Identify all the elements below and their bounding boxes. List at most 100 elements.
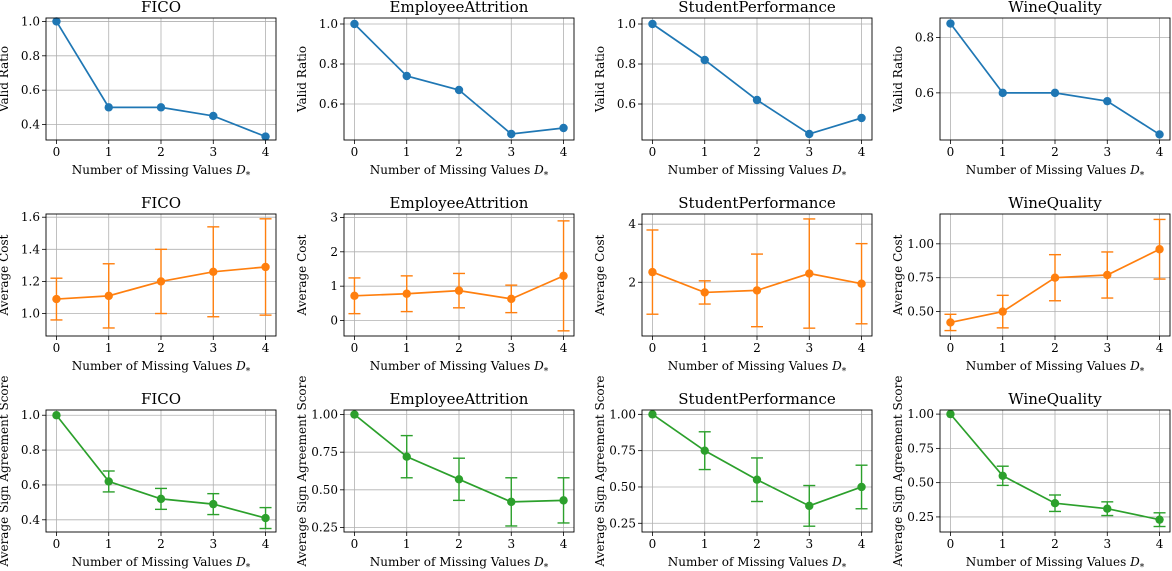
y-tick-label: 0.50 [907, 305, 934, 319]
y-tick-label: 1.00 [311, 408, 338, 422]
x-axis-label-subscript: * [842, 171, 847, 181]
x-tick-label: 2 [753, 145, 761, 159]
x-axis-label: Number of Missing Values D* [668, 359, 847, 377]
y-tick-label: 0.50 [311, 483, 338, 497]
x-tick-label: 4 [560, 537, 568, 551]
data-point [946, 19, 955, 28]
y-axis-label: Valid Ratio [0, 46, 11, 113]
x-axis-label-subscript: * [544, 171, 549, 181]
data-point [559, 123, 568, 133]
y-tick-label: 0.4 [21, 118, 40, 132]
y-axis-label: Average Cost [295, 234, 309, 316]
y-tick-label: 0.75 [907, 271, 934, 285]
data-point [1103, 504, 1112, 513]
x-axis-label-symbol: D [533, 163, 544, 177]
panel-cost-fico: 0 1 2 3 4 1.0 1.2 1.4 1.6 FICO Number of Missing V… [0, 194, 277, 377]
x-axis-label-symbol: D [235, 555, 246, 569]
x-tick-label: 0 [649, 537, 657, 551]
y-axis-label: Average Cost [593, 234, 607, 316]
x-axis-label-symbol: D [533, 555, 544, 569]
data-point [946, 318, 955, 327]
y-tick-label: 0.4 [21, 513, 40, 527]
data-point [156, 277, 166, 286]
x-tick-label: 4 [560, 145, 568, 159]
axes-frame [641, 409, 873, 533]
data-point [1050, 88, 1060, 98]
x-tick-label: 0 [351, 145, 359, 159]
x-tick-label: 0 [649, 341, 657, 355]
data-point [507, 497, 516, 507]
x-axis-label-subscript: * [246, 563, 251, 571]
x-tick-label: 4 [262, 145, 270, 159]
y-tick-label: 0.8 [21, 49, 40, 63]
x-tick-label: 4 [858, 341, 866, 355]
y-tick-label: 2 [628, 275, 636, 289]
x-tick-label: 4 [1156, 537, 1164, 551]
axes-frame [45, 17, 277, 141]
x-axis-label-text: Number of Missing Values [668, 359, 832, 373]
y-tick-label: 0.25 [311, 520, 338, 534]
x-axis-label: Number of Missing Values D* [966, 555, 1145, 571]
y-tick-label: 0 [330, 314, 338, 328]
y-tick-label: 0.50 [609, 480, 636, 494]
y-axis-label: Valid Ratio [891, 46, 905, 113]
data-point [507, 129, 516, 139]
y-tick-label: 0.6 [915, 86, 934, 100]
y-tick-label: 1.0 [617, 17, 636, 31]
chart-title: WineQuality [1008, 0, 1102, 16]
y-tick-label: 3 [330, 210, 338, 224]
data-point [402, 452, 411, 461]
data-point [104, 291, 113, 301]
x-tick-label: 1 [403, 145, 411, 159]
data-point [52, 411, 61, 420]
data-point [946, 409, 955, 419]
data-point [261, 262, 270, 272]
data-point [559, 271, 568, 281]
data-point [998, 307, 1007, 316]
panel-cost-winequality: 0 1 2 3 4 0.50 0.75 1.00 WineQuality Number of Mi… [891, 194, 1171, 377]
data-point [1050, 499, 1060, 508]
data-point [261, 132, 270, 141]
y-axis-label: Average Sign Agreement Score [0, 376, 11, 568]
y-axis-label: Valid Ratio [295, 46, 309, 113]
y-tick-label: 0.6 [21, 478, 40, 492]
x-tick-label: 2 [1051, 537, 1059, 551]
y-tick-label: 1.0 [21, 14, 40, 28]
data-point [156, 103, 166, 112]
y-tick-label: 0.6 [21, 83, 40, 97]
x-tick-label: 4 [262, 537, 270, 551]
axes-frame [939, 409, 1171, 533]
x-axis-label-symbol: D [831, 163, 842, 177]
axes-frame [939, 213, 1171, 337]
chart-title: WineQuality [1008, 390, 1102, 408]
x-tick-label: 1 [999, 341, 1007, 355]
x-tick-label: 1 [403, 341, 411, 355]
x-tick-label: 1 [701, 341, 709, 355]
x-tick-label: 3 [209, 537, 217, 551]
y-tick-label: 1.2 [21, 274, 40, 288]
x-tick-label: 0 [351, 341, 359, 355]
data-point [998, 88, 1007, 98]
x-axis-label-symbol: D [831, 359, 842, 373]
data-point [209, 111, 218, 121]
x-axis-label-text: Number of Missing Values [370, 555, 534, 569]
y-tick-label: 1.00 [907, 407, 934, 421]
data-point [156, 494, 166, 504]
y-tick-label: 4 [628, 217, 636, 231]
x-tick-label: 3 [209, 341, 217, 355]
y-tick-label: 0.75 [609, 444, 636, 458]
x-tick-label: 2 [1051, 145, 1059, 159]
y-tick-label: 0.75 [311, 445, 338, 459]
x-axis-label-text: Number of Missing Values [72, 555, 236, 569]
x-tick-label: 3 [507, 341, 515, 355]
x-tick-label: 4 [560, 341, 568, 355]
x-tick-label: 4 [1156, 341, 1164, 355]
x-axis-label: Number of Missing Values D* [966, 163, 1145, 181]
panel-sign-studentperformance: 0 1 2 3 4 0.25 0.50 0.75 1.00 StudentPerformance N… [593, 376, 873, 571]
x-axis-label-subscript: * [842, 563, 847, 571]
x-tick-label: 1 [403, 537, 411, 551]
y-tick-label: 1.0 [21, 307, 40, 321]
y-tick-label: 0.8 [617, 57, 636, 71]
axes-frame [45, 409, 277, 533]
